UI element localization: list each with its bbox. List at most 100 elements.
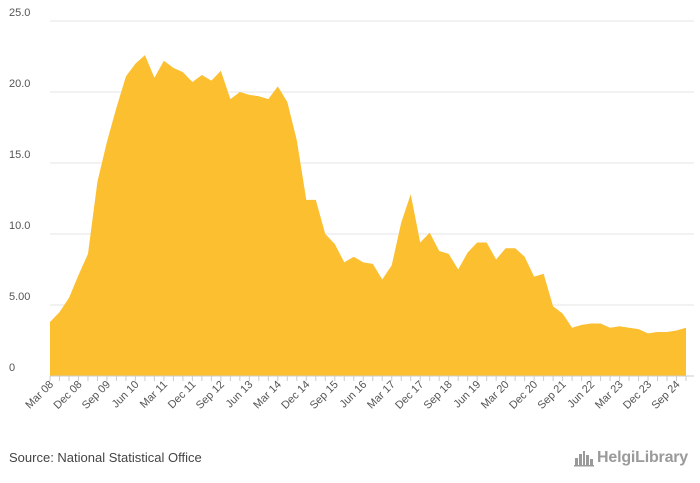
- data-point[interactable]: [551, 304, 555, 308]
- x-tick-label: Mar 08: [23, 379, 56, 412]
- data-point[interactable]: [675, 329, 679, 333]
- data-point[interactable]: [266, 97, 270, 101]
- data-point[interactable]: [656, 330, 660, 334]
- x-tick-label: Sep 15: [308, 379, 341, 412]
- data-point[interactable]: [589, 321, 593, 325]
- data-point[interactable]: [371, 262, 375, 266]
- x-tick-label: Dec 08: [51, 379, 84, 412]
- data-point[interactable]: [114, 106, 118, 110]
- data-point[interactable]: [485, 241, 489, 245]
- x-tick-label: Jun 16: [338, 379, 370, 411]
- data-point[interactable]: [76, 273, 80, 277]
- data-point[interactable]: [637, 327, 641, 331]
- data-point[interactable]: [361, 260, 365, 264]
- data-point[interactable]: [314, 198, 318, 202]
- data-point[interactable]: [352, 255, 356, 259]
- data-point[interactable]: [618, 324, 622, 328]
- area-series: [50, 55, 686, 376]
- data-point[interactable]: [181, 70, 185, 74]
- data-point[interactable]: [57, 310, 61, 314]
- data-point[interactable]: [295, 138, 299, 142]
- x-tick-label: Dec 17: [393, 379, 426, 412]
- y-tick-label: 0: [9, 362, 15, 374]
- x-tick-label: Mar 23: [593, 379, 626, 412]
- data-point[interactable]: [561, 312, 565, 316]
- data-point[interactable]: [665, 330, 669, 334]
- data-point[interactable]: [342, 260, 346, 264]
- data-point[interactable]: [513, 246, 517, 250]
- data-point[interactable]: [466, 250, 470, 254]
- city-skyline-icon: [574, 451, 595, 467]
- data-point[interactable]: [570, 326, 574, 330]
- data-point[interactable]: [285, 100, 289, 104]
- data-point[interactable]: [190, 80, 194, 84]
- data-point[interactable]: [200, 73, 204, 77]
- x-tick-label: Jun 10: [110, 379, 142, 411]
- data-point[interactable]: [532, 275, 536, 279]
- data-point[interactable]: [257, 94, 261, 98]
- data-point[interactable]: [409, 192, 413, 196]
- data-point[interactable]: [646, 331, 650, 335]
- data-point[interactable]: [86, 252, 90, 256]
- x-tick-label: Jun 19: [451, 379, 483, 411]
- data-point[interactable]: [399, 221, 403, 225]
- data-point[interactable]: [580, 323, 584, 327]
- data-point[interactable]: [627, 326, 631, 330]
- brand-logo[interactable]: HelgiLibrary: [574, 449, 688, 467]
- y-tick-label: 15.0: [9, 149, 30, 161]
- x-tick-label: Sep 24: [649, 379, 682, 412]
- data-point[interactable]: [209, 79, 213, 83]
- data-point[interactable]: [48, 320, 52, 324]
- x-tick-label: Jun 22: [565, 379, 597, 411]
- data-point[interactable]: [428, 231, 432, 235]
- data-point[interactable]: [333, 242, 337, 246]
- data-point[interactable]: [456, 268, 460, 272]
- y-tick-label: 20.0: [9, 78, 30, 90]
- data-point[interactable]: [171, 66, 175, 70]
- data-point[interactable]: [523, 255, 527, 259]
- data-point[interactable]: [475, 241, 479, 245]
- x-tick-label: Dec 23: [621, 379, 654, 412]
- data-point[interactable]: [143, 53, 147, 57]
- data-point[interactable]: [95, 179, 99, 183]
- y-tick-label: 25.0: [9, 7, 30, 19]
- y-axis-labels: 0 5.00 10.0 15.0 20.0 25.0: [9, 7, 30, 374]
- x-tick-label: Sep 18: [422, 379, 455, 412]
- series-area: [48, 53, 688, 376]
- x-tick-label: Mar 17: [365, 379, 398, 412]
- x-tick-label: Sep 09: [80, 379, 113, 412]
- data-point[interactable]: [124, 74, 128, 78]
- source-note: Source: National Statistical Office: [9, 450, 202, 465]
- data-point[interactable]: [437, 249, 441, 253]
- data-point[interactable]: [380, 277, 384, 281]
- data-point[interactable]: [247, 93, 251, 97]
- x-tick-label: Mar 11: [138, 379, 170, 411]
- data-point[interactable]: [447, 252, 451, 256]
- data-point[interactable]: [67, 296, 71, 300]
- data-point[interactable]: [105, 140, 109, 144]
- data-point[interactable]: [323, 232, 327, 236]
- data-point[interactable]: [228, 97, 232, 101]
- data-point[interactable]: [504, 246, 508, 250]
- y-tick-label: 5.00: [9, 291, 30, 303]
- data-point[interactable]: [608, 326, 612, 330]
- data-point[interactable]: [418, 241, 422, 245]
- data-point[interactable]: [133, 62, 137, 66]
- data-point[interactable]: [276, 84, 280, 88]
- data-point[interactable]: [494, 258, 498, 262]
- data-point[interactable]: [238, 90, 242, 94]
- x-tick-label: Mar 14: [251, 379, 284, 412]
- data-point[interactable]: [542, 272, 546, 276]
- data-point[interactable]: [304, 198, 308, 202]
- data-point[interactable]: [152, 76, 156, 80]
- y-tick-label: 10.0: [9, 220, 30, 232]
- data-point[interactable]: [599, 321, 603, 325]
- x-tick-label: Mar 20: [479, 379, 512, 412]
- data-point[interactable]: [390, 263, 394, 267]
- data-point[interactable]: [684, 326, 688, 330]
- data-point[interactable]: [162, 59, 166, 63]
- data-point[interactable]: [219, 69, 223, 73]
